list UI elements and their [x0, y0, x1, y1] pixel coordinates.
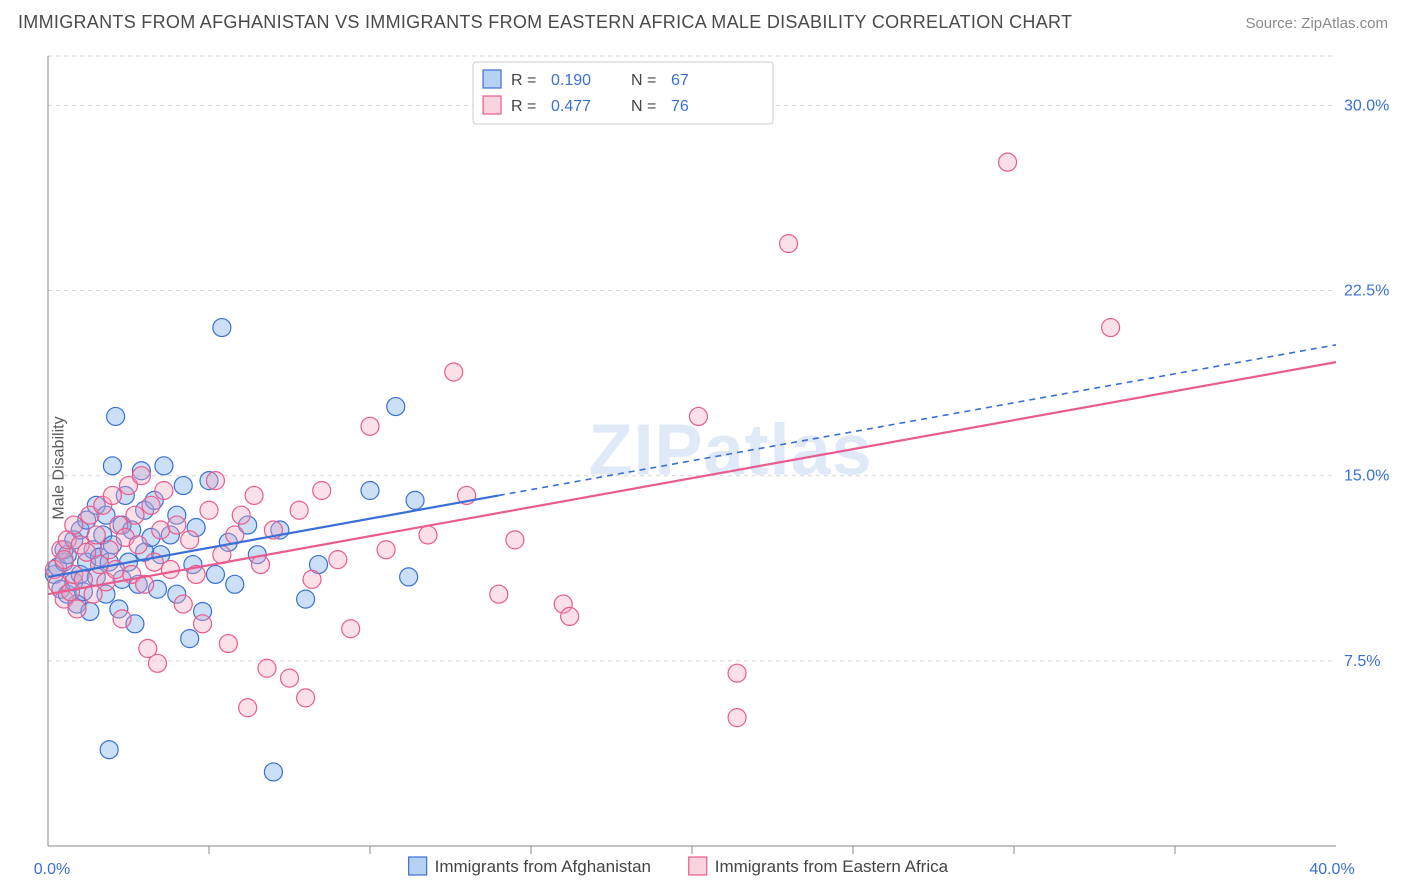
legend-n-label: N =	[631, 72, 656, 89]
source-attribution: Source: ZipAtlas.com	[1245, 15, 1388, 32]
data-point	[387, 398, 405, 416]
legend-r-value: 0.477	[551, 98, 591, 115]
data-point	[239, 699, 257, 717]
trend-line	[48, 362, 1336, 594]
y-axis-label: Male Disability	[51, 416, 69, 519]
data-point	[245, 486, 263, 504]
data-point	[400, 568, 418, 586]
ytick-label: 15.0%	[1344, 468, 1389, 485]
data-point	[329, 551, 347, 569]
data-point	[113, 610, 131, 628]
data-point	[1102, 319, 1120, 337]
data-point	[148, 654, 166, 672]
data-point	[155, 482, 173, 500]
chart-title: IMMIGRANTS FROM AFGHANISTAN VS IMMIGRANT…	[18, 12, 1072, 33]
data-point	[174, 595, 192, 613]
data-point	[181, 630, 199, 648]
data-point	[561, 607, 579, 625]
data-point	[155, 457, 173, 475]
data-point	[152, 521, 170, 539]
data-point	[206, 472, 224, 490]
data-point	[419, 526, 437, 544]
data-point	[445, 363, 463, 381]
data-point	[200, 501, 218, 519]
legend-swatch	[483, 96, 501, 114]
data-point	[780, 235, 798, 253]
legend-swatch	[409, 857, 427, 875]
data-point	[264, 763, 282, 781]
data-point	[168, 516, 186, 534]
legend-r-value: 0.190	[551, 72, 591, 89]
data-point	[297, 689, 315, 707]
legend-n-value: 67	[671, 72, 689, 89]
ytick-label: 30.0%	[1344, 97, 1389, 114]
data-point	[174, 477, 192, 495]
data-point	[100, 541, 118, 559]
data-point	[129, 536, 147, 554]
series-legend-label: Immigrants from Afghanistan	[435, 857, 651, 876]
ytick-label: 7.5%	[1344, 653, 1380, 670]
xtick-label: 0.0%	[34, 861, 70, 878]
data-point	[406, 491, 424, 509]
data-point	[132, 467, 150, 485]
scatter-chart: 7.5% 15.0% 22.5% 30.0% ZIPatlas 0.0% 40.0% R = 0…	[0, 44, 1406, 892]
data-point	[219, 635, 237, 653]
data-point	[297, 590, 315, 608]
data-point	[361, 417, 379, 435]
data-point	[728, 664, 746, 682]
data-point	[281, 669, 299, 687]
data-point	[213, 319, 231, 337]
legend-swatch	[689, 857, 707, 875]
data-point	[161, 561, 179, 579]
data-point	[490, 585, 508, 603]
data-point	[126, 506, 144, 524]
ytick-label: 22.5%	[1344, 283, 1389, 300]
legend-n-label: N =	[631, 98, 656, 115]
data-point	[252, 556, 270, 574]
data-point	[342, 620, 360, 638]
data-point	[68, 600, 86, 618]
legend-r-label: R =	[511, 98, 536, 115]
data-point	[226, 575, 244, 593]
data-point	[103, 457, 121, 475]
data-point	[506, 531, 524, 549]
data-point	[290, 501, 308, 519]
data-point	[142, 496, 160, 514]
xtick-label: 40.0%	[1309, 861, 1354, 878]
data-point	[303, 570, 321, 588]
data-point	[361, 482, 379, 500]
data-point	[999, 153, 1017, 171]
legend-swatch	[483, 70, 501, 88]
data-point	[103, 486, 121, 504]
legend-r-label: R =	[511, 72, 536, 89]
data-point	[107, 407, 125, 425]
data-point	[206, 565, 224, 583]
data-point	[728, 709, 746, 727]
data-point	[194, 615, 212, 633]
data-point	[87, 526, 105, 544]
data-point	[689, 407, 707, 425]
data-point	[232, 506, 250, 524]
watermark: ZIPatlas	[589, 411, 873, 491]
data-point	[181, 531, 199, 549]
data-point	[313, 482, 331, 500]
data-point	[258, 659, 276, 677]
series-legend-label: Immigrants from Eastern Africa	[715, 857, 949, 876]
data-point	[377, 541, 395, 559]
legend-n-value: 76	[671, 98, 689, 115]
data-point	[100, 741, 118, 759]
